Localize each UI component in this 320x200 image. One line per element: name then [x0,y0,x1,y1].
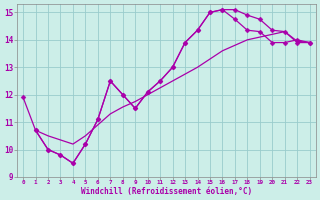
X-axis label: Windchill (Refroidissement éolien,°C): Windchill (Refroidissement éolien,°C) [81,187,252,196]
